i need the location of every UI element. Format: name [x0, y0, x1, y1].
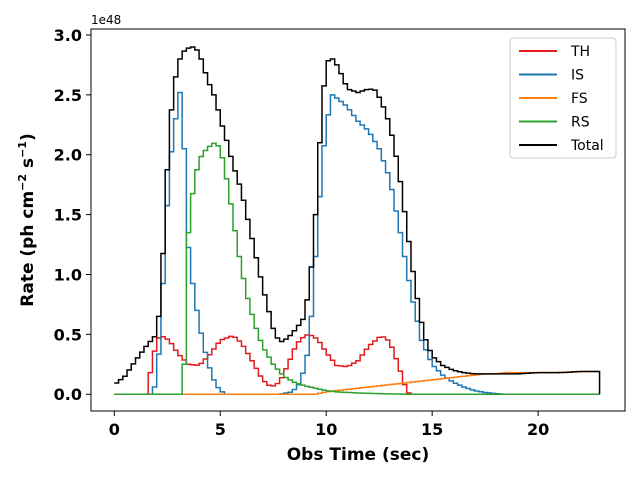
y-offset-label: 1e48 [91, 13, 121, 27]
legend-box [509, 37, 617, 159]
series-line-is [114, 91, 505, 395]
x-tick-label: 10 [315, 420, 337, 439]
y-tick-label: 1.5 [54, 206, 82, 225]
x-ticks: 0 5 10 15 20 [109, 411, 549, 439]
x-tick-label: 20 [527, 420, 549, 439]
y-tick-label: 2.0 [54, 146, 82, 165]
plot-series [114, 46, 601, 395]
x-tick-label: 5 [215, 420, 226, 439]
y-tick-label: 0.5 [54, 325, 82, 344]
x-tick-label: 15 [421, 420, 443, 439]
legend-label-total: Total [570, 138, 604, 154]
plot-frame [90, 28, 626, 412]
series-line-rs [114, 142, 600, 395]
y-tick-label: 2.5 [54, 86, 82, 105]
legend: TH IS FS RS Total [509, 37, 617, 159]
y-tick-label: 0.0 [54, 385, 82, 404]
x-tick-label: 0 [109, 420, 120, 439]
y-tick-label: 1.0 [54, 265, 82, 284]
x-axis-label: Obs Time (sec) [287, 445, 430, 465]
y-axis-label: Rate (ph cm−2 s−1) [16, 133, 38, 306]
y-ticks: 0.0 0.5 1.0 1.5 2.0 2.5 3.0 [54, 26, 91, 404]
legend-label-fs: FS [571, 91, 588, 107]
legend-label-is: IS [571, 68, 584, 84]
series-line-total [114, 46, 601, 395]
legend-label-rs: RS [571, 115, 590, 131]
series-line-fs [114, 370, 600, 395]
legend-label-th: TH [570, 44, 590, 60]
y-tick-label: 3.0 [54, 26, 82, 45]
